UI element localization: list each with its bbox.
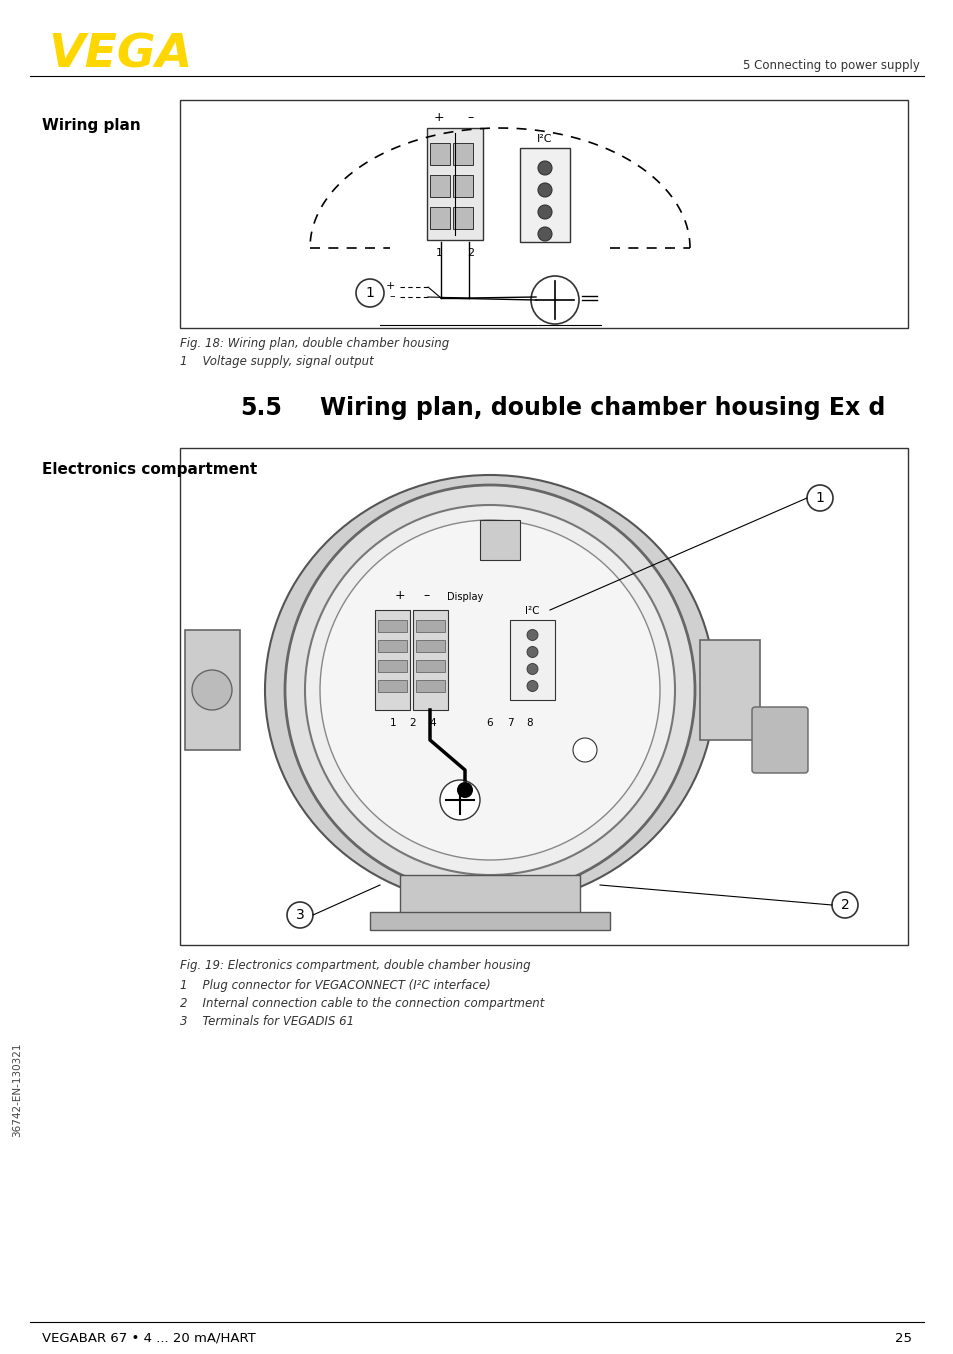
Text: 7: 7 xyxy=(506,718,513,728)
Bar xyxy=(375,611,410,709)
Circle shape xyxy=(355,279,384,307)
Text: I²C: I²C xyxy=(525,607,539,616)
Text: Wiring plan: Wiring plan xyxy=(42,118,141,133)
Text: VEGA: VEGA xyxy=(48,32,193,77)
Circle shape xyxy=(531,276,578,324)
Circle shape xyxy=(537,183,552,196)
Bar xyxy=(479,520,519,561)
Text: 1: 1 xyxy=(365,286,374,301)
Text: Wiring plan, double chamber housing Ex d: Wiring plan, double chamber housing Ex d xyxy=(319,395,884,420)
Text: +: + xyxy=(434,111,444,125)
Text: –: – xyxy=(389,291,395,301)
Bar xyxy=(180,100,907,328)
Text: Fig. 19: Electronics compartment, double chamber housing: Fig. 19: Electronics compartment, double… xyxy=(180,959,530,972)
Circle shape xyxy=(573,738,597,762)
Text: 2: 2 xyxy=(467,248,474,259)
Circle shape xyxy=(537,227,552,241)
Circle shape xyxy=(456,783,473,798)
Text: 2: 2 xyxy=(840,898,848,913)
Circle shape xyxy=(192,670,232,709)
Text: +: + xyxy=(385,282,395,291)
Bar xyxy=(519,148,569,242)
Text: 4: 4 xyxy=(429,718,436,728)
Circle shape xyxy=(526,646,537,658)
Circle shape xyxy=(537,161,552,175)
Text: 2    Internal connection cable to the connection compartment: 2 Internal connection cable to the conne… xyxy=(180,997,544,1010)
Circle shape xyxy=(537,204,552,219)
Circle shape xyxy=(526,681,537,692)
Text: 1: 1 xyxy=(435,248,442,259)
Text: 3    Terminals for VEGADIS 61: 3 Terminals for VEGADIS 61 xyxy=(180,1016,354,1028)
Circle shape xyxy=(285,485,695,895)
Bar xyxy=(416,620,444,632)
Bar xyxy=(430,175,450,196)
Bar xyxy=(377,620,407,632)
Bar xyxy=(430,144,450,165)
Text: 36742-EN-130321: 36742-EN-130321 xyxy=(12,1043,22,1137)
Bar xyxy=(416,659,444,672)
Text: Electronics compartment: Electronics compartment xyxy=(42,462,257,477)
Bar xyxy=(185,630,240,750)
Text: –: – xyxy=(467,111,474,125)
Bar xyxy=(370,913,609,930)
Text: Fig. 18: Wiring plan, double chamber housing: Fig. 18: Wiring plan, double chamber hou… xyxy=(180,337,449,349)
Text: 3: 3 xyxy=(295,909,304,922)
Bar xyxy=(416,680,444,692)
Circle shape xyxy=(305,505,675,875)
Text: 6: 6 xyxy=(486,718,493,728)
Bar xyxy=(510,620,555,700)
Text: 25: 25 xyxy=(894,1331,911,1345)
Text: Display: Display xyxy=(446,592,482,603)
Bar xyxy=(180,448,907,945)
Text: –: – xyxy=(423,589,430,603)
Text: 1: 1 xyxy=(815,492,823,505)
Text: 1    Plug connector for VEGACONNECT (I²C interface): 1 Plug connector for VEGACONNECT (I²C in… xyxy=(180,979,490,992)
FancyBboxPatch shape xyxy=(751,707,807,773)
Circle shape xyxy=(287,902,313,927)
Bar xyxy=(427,129,482,240)
Bar xyxy=(430,207,450,229)
Text: VEGABAR 67 • 4 ... 20 mA/HART: VEGABAR 67 • 4 ... 20 mA/HART xyxy=(42,1331,255,1345)
Bar xyxy=(377,640,407,653)
Text: 8: 8 xyxy=(526,718,533,728)
Circle shape xyxy=(319,520,659,860)
Bar xyxy=(416,640,444,653)
Bar xyxy=(700,640,760,741)
Ellipse shape xyxy=(265,475,714,904)
Bar xyxy=(377,680,407,692)
Text: 1    Voltage supply, signal output: 1 Voltage supply, signal output xyxy=(180,355,374,368)
Circle shape xyxy=(526,663,537,674)
Circle shape xyxy=(831,892,857,918)
Bar xyxy=(413,611,448,709)
Text: 2: 2 xyxy=(409,718,416,728)
Text: +: + xyxy=(395,589,405,603)
Bar xyxy=(453,207,473,229)
Bar xyxy=(377,659,407,672)
Circle shape xyxy=(806,485,832,510)
Text: 5.5: 5.5 xyxy=(240,395,281,420)
Bar xyxy=(453,144,473,165)
Bar xyxy=(399,875,579,915)
Text: 1: 1 xyxy=(389,718,395,728)
Text: 5 Connecting to power supply: 5 Connecting to power supply xyxy=(742,58,919,72)
Bar xyxy=(453,175,473,196)
Text: I²C: I²C xyxy=(537,134,552,144)
Circle shape xyxy=(439,780,479,821)
Circle shape xyxy=(526,630,537,640)
